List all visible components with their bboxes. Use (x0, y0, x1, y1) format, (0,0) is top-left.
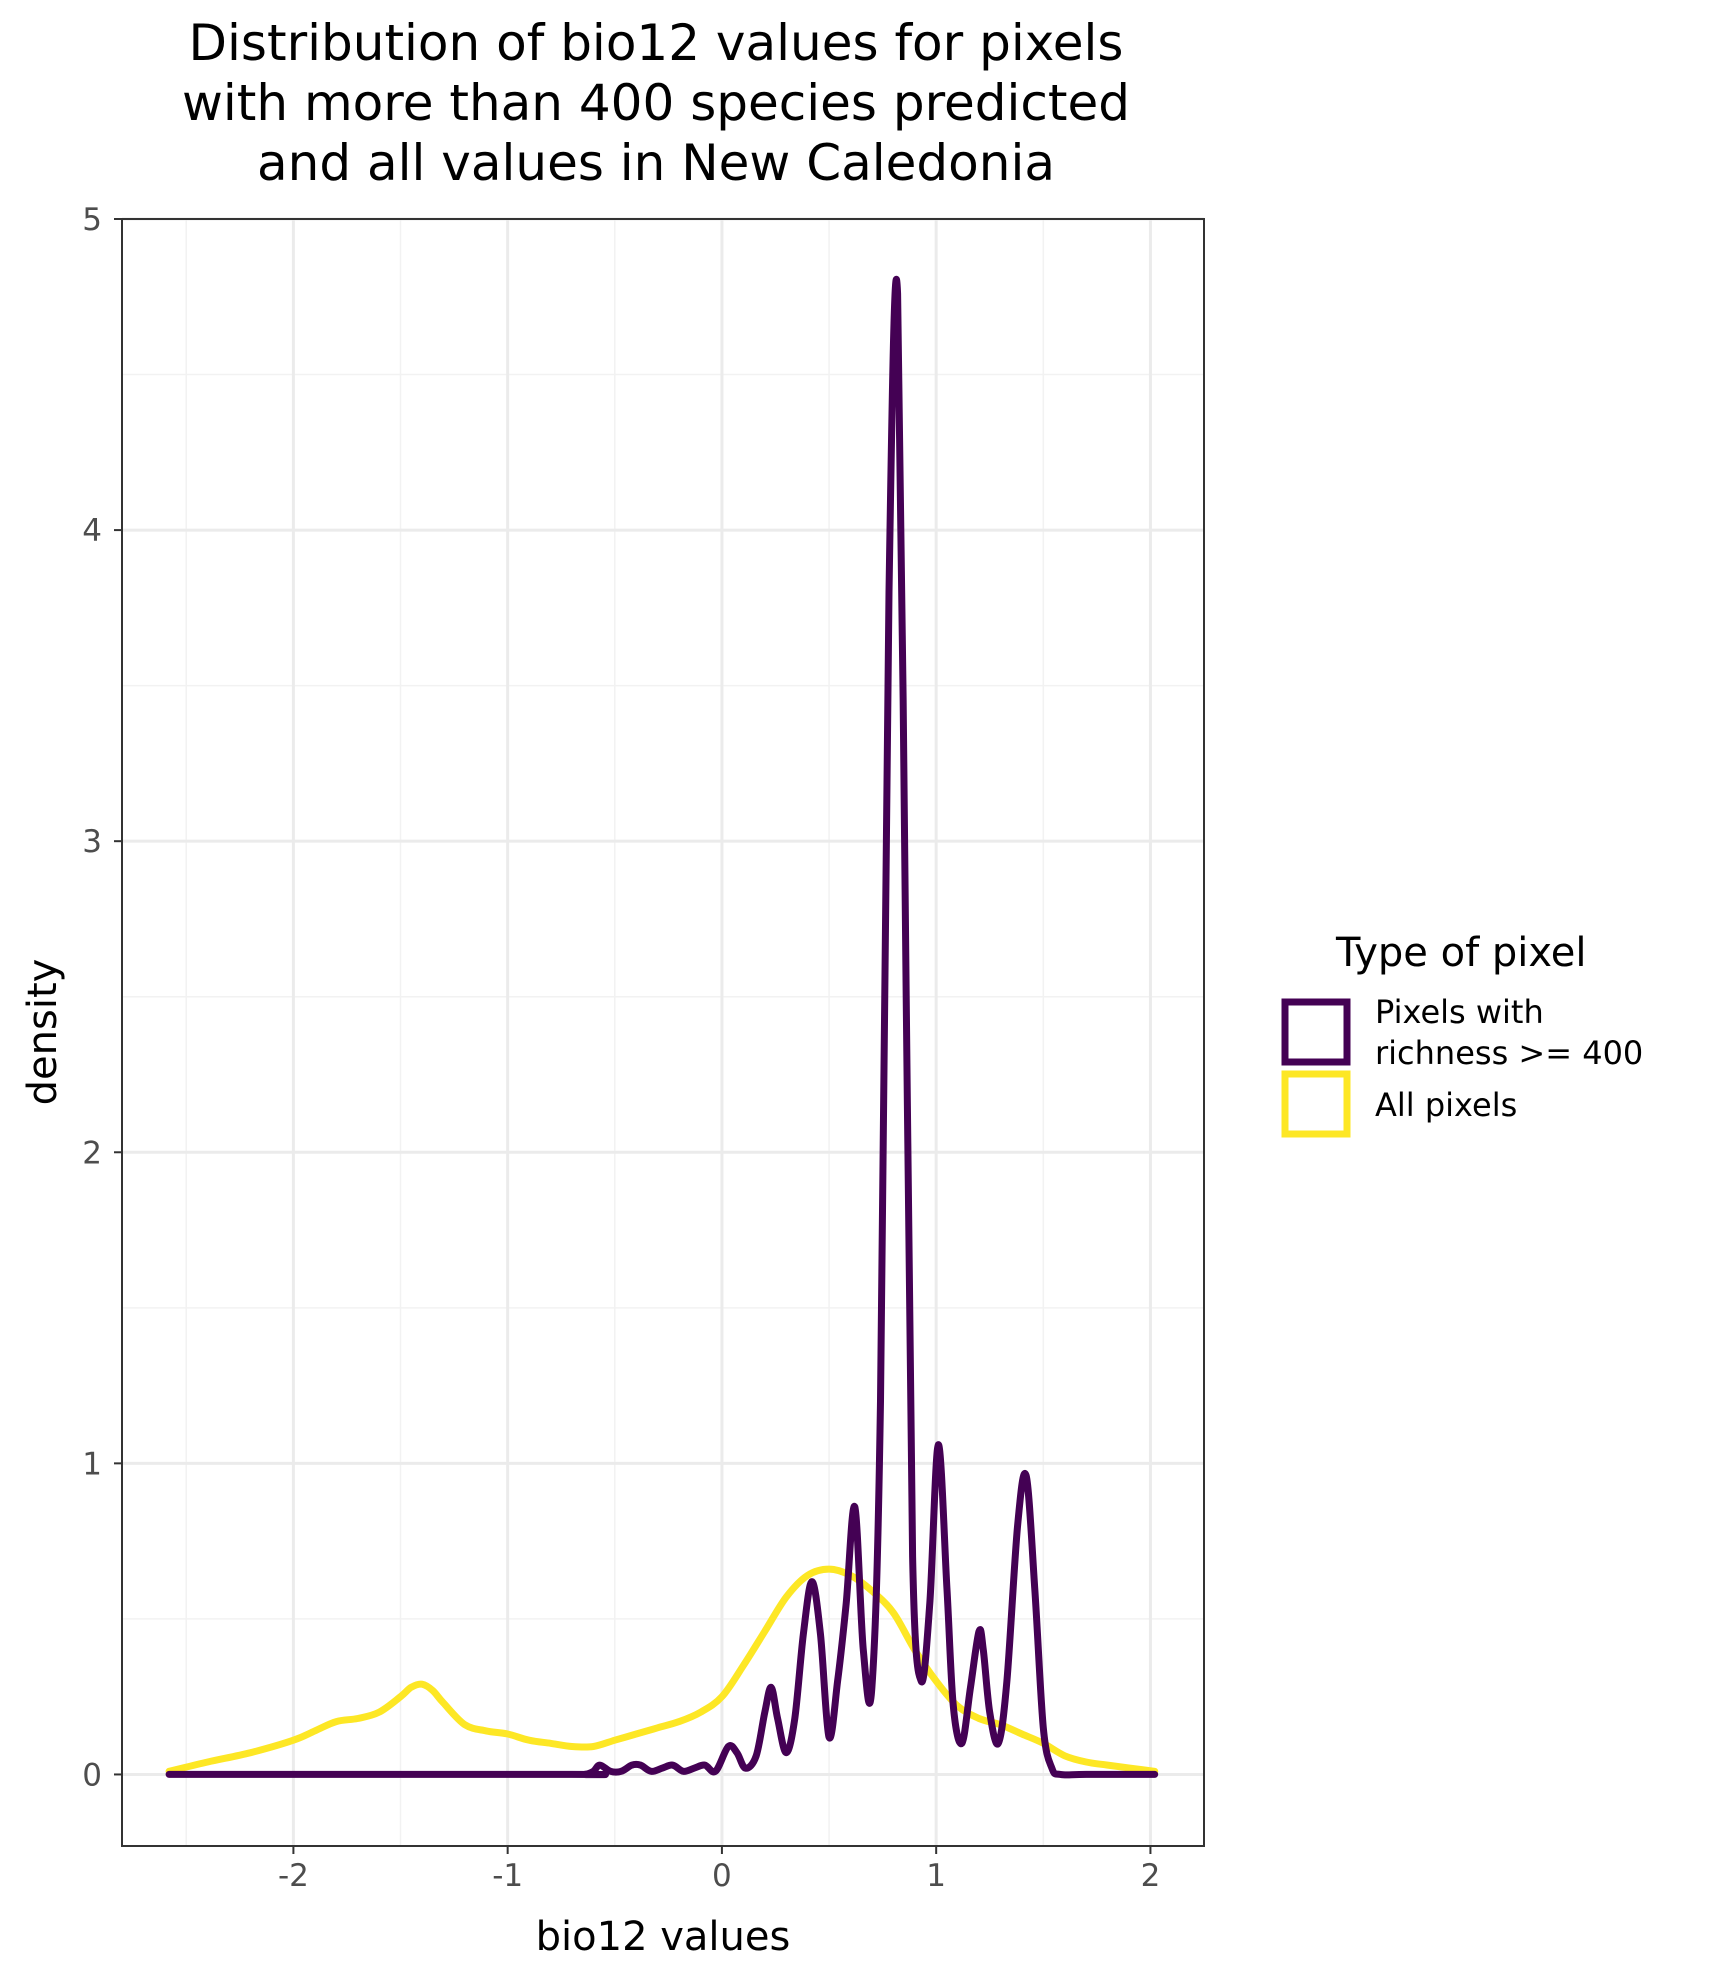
x-tick-label-0: -2 (278, 1858, 309, 1894)
legend-key-all-pixels (1281, 1070, 1351, 1138)
x-tick-label-3: 1 (926, 1858, 946, 1894)
legend-title: Type of pixel (1335, 930, 1587, 976)
chart-title-line-2: with more than 400 species predicted (182, 74, 1130, 132)
legend: Type of pixel Pixels with richness >= 40… (1281, 930, 1643, 1138)
x-axis-title: bio12 values (536, 1914, 791, 1960)
plot-panel (122, 219, 1204, 1846)
x-axis: -2 -1 0 1 2 (278, 1846, 1160, 1894)
plot-border (121, 218, 1205, 1847)
chart-title-line-3: and all values in New Caledonia (257, 134, 1055, 192)
y-tick-label-5: 5 (82, 202, 102, 238)
legend-key-richness (1281, 998, 1351, 1066)
y-tick-label-4: 4 (82, 513, 102, 549)
chart-title: Distribution of bio12 values for pixels … (182, 14, 1130, 192)
series-layer (165, 275, 1159, 1779)
x-tick-label-2: 0 (712, 1858, 732, 1894)
chart-title-line-1: Distribution of bio12 values for pixels (189, 14, 1124, 72)
y-tick-label-2: 2 (82, 1135, 102, 1171)
series-line-0 (165, 275, 1159, 1779)
y-tick-label-3: 3 (82, 824, 102, 860)
y-tick-label-1: 1 (82, 1446, 102, 1482)
x-tick-label-1: -1 (492, 1858, 523, 1894)
grid-layer (122, 217, 1204, 1846)
series-line-1 (165, 1565, 1159, 1775)
legend-label-richness-line-2: richness >= 400 (1375, 1034, 1643, 1072)
y-axis-title: density (20, 959, 66, 1106)
y-tick-label-0: 0 (82, 1757, 102, 1793)
legend-label-richness-line-1: Pixels with (1375, 993, 1544, 1031)
y-axis: 0 1 2 3 4 5 (82, 202, 122, 1793)
legend-label-all-pixels: All pixels (1375, 1086, 1517, 1124)
x-tick-label-4: 2 (1141, 1858, 1161, 1894)
